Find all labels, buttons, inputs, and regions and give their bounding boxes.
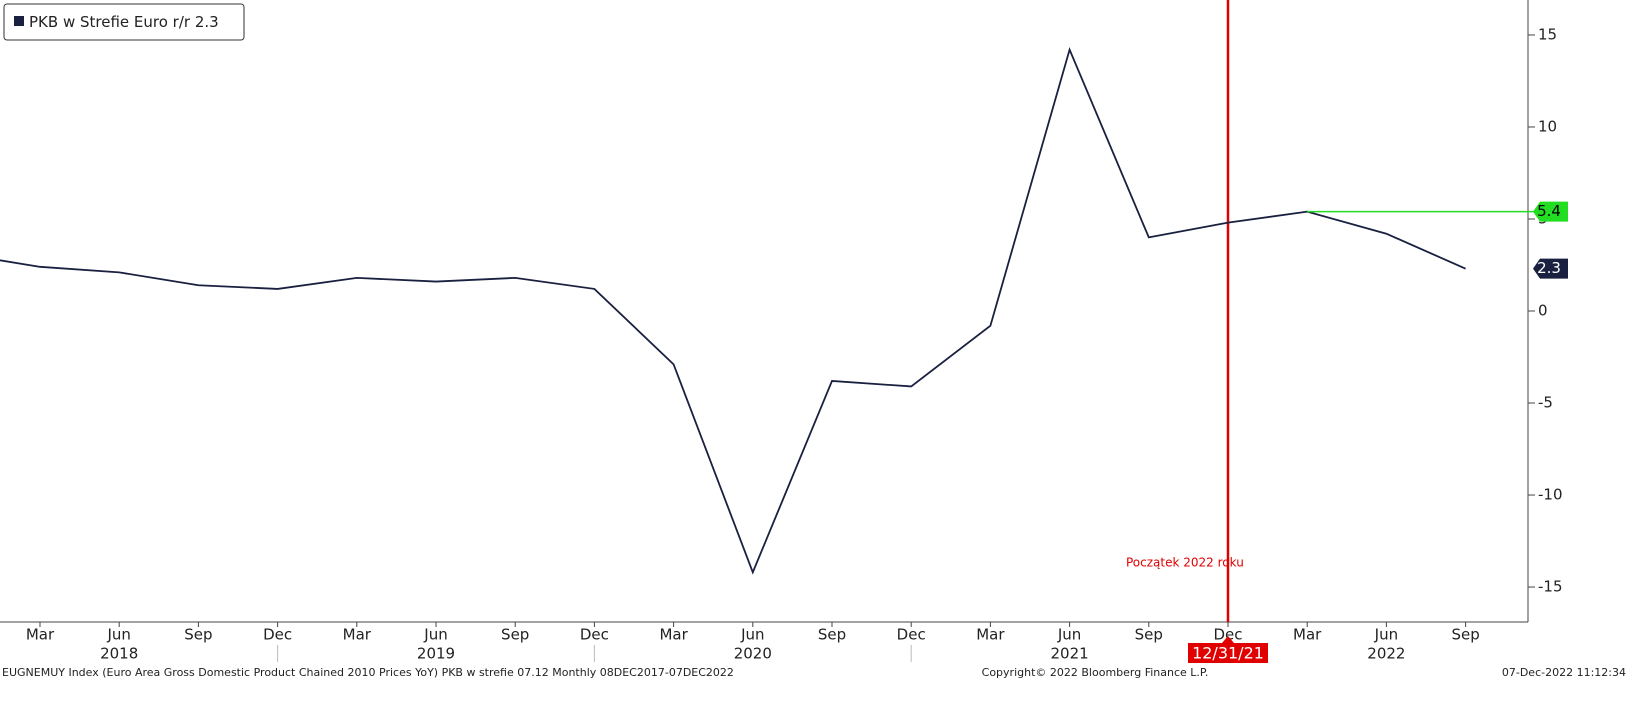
x-year-label: 2022 (1367, 645, 1405, 663)
x-tick-label: Mar (659, 626, 688, 644)
x-tick-label: Mar (343, 626, 372, 644)
x-tick-label: Sep (818, 626, 846, 644)
footer-source: EUGNEMUY Index (Euro Area Gross Domestic… (2, 666, 734, 679)
legend-value: 2.3 (195, 13, 219, 31)
x-tick-label: Mar (976, 626, 1005, 644)
marker-date-box (1188, 643, 1268, 663)
y-tick-label: 0 (1538, 302, 1548, 320)
x-tick-label: Jun (1374, 626, 1398, 644)
x-tick-label: Dec (263, 626, 292, 644)
y-tick-label: -5 (1538, 394, 1553, 412)
x-tick-label: Mar (26, 626, 55, 644)
x-year-label: 2018 (100, 645, 138, 663)
footer-timestamp: 07-Dec-2022 11:12:34 (1502, 666, 1626, 679)
last-value-label: 2.3 (1537, 259, 1561, 277)
legend-label: PKB w Strefie Euro r/r 2.3 (29, 13, 219, 31)
y-tick-label: 10 (1538, 117, 1557, 135)
x-tick-label: Sep (1451, 626, 1479, 644)
x-tick-label: Dec (897, 626, 926, 644)
legend-name: PKB w Strefie Euro r/r (29, 13, 191, 31)
plot-area (0, 46, 1466, 575)
legend-swatch (14, 16, 24, 26)
x-tick-label: Jun (1057, 626, 1081, 644)
x-tick-label: Dec (580, 626, 609, 644)
legend: PKB w Strefie Euro r/r 2.3 (3, 3, 245, 41)
x-year-label: 2019 (417, 645, 455, 663)
x-year-label: 2021 (1051, 645, 1089, 663)
x-tick-label: Jun (740, 626, 764, 644)
x-tick-label: Mar (1293, 626, 1322, 644)
marker-date-label: 12/31/21 (1192, 644, 1264, 663)
series-line (0, 46, 1466, 575)
legend-box (3, 3, 245, 41)
x-tick-label: Dec (1213, 626, 1242, 644)
y-tick-label: 15 (1538, 25, 1557, 43)
x-year-label: 2020 (734, 645, 772, 663)
x-tick-label: Sep (501, 626, 529, 644)
level-value-label: 5.4 (1537, 202, 1561, 220)
x-tick-label: Sep (184, 626, 212, 644)
y-tick-label: -15 (1538, 578, 1563, 596)
footer-copyright: Copyright© 2022 Bloomberg Finance L.P. (982, 666, 1209, 679)
marker-text: Początek 2022 roku (1126, 556, 1244, 570)
last-value-tag (1533, 258, 1568, 279)
x-tick-label: Jun (423, 626, 447, 644)
x-tick-label: Sep (1135, 626, 1163, 644)
marker-date-arrow (1222, 636, 1234, 643)
x-tick-label: Jun (106, 626, 130, 644)
y-tick-label: -10 (1538, 486, 1563, 504)
level-value-tag (1533, 201, 1568, 222)
